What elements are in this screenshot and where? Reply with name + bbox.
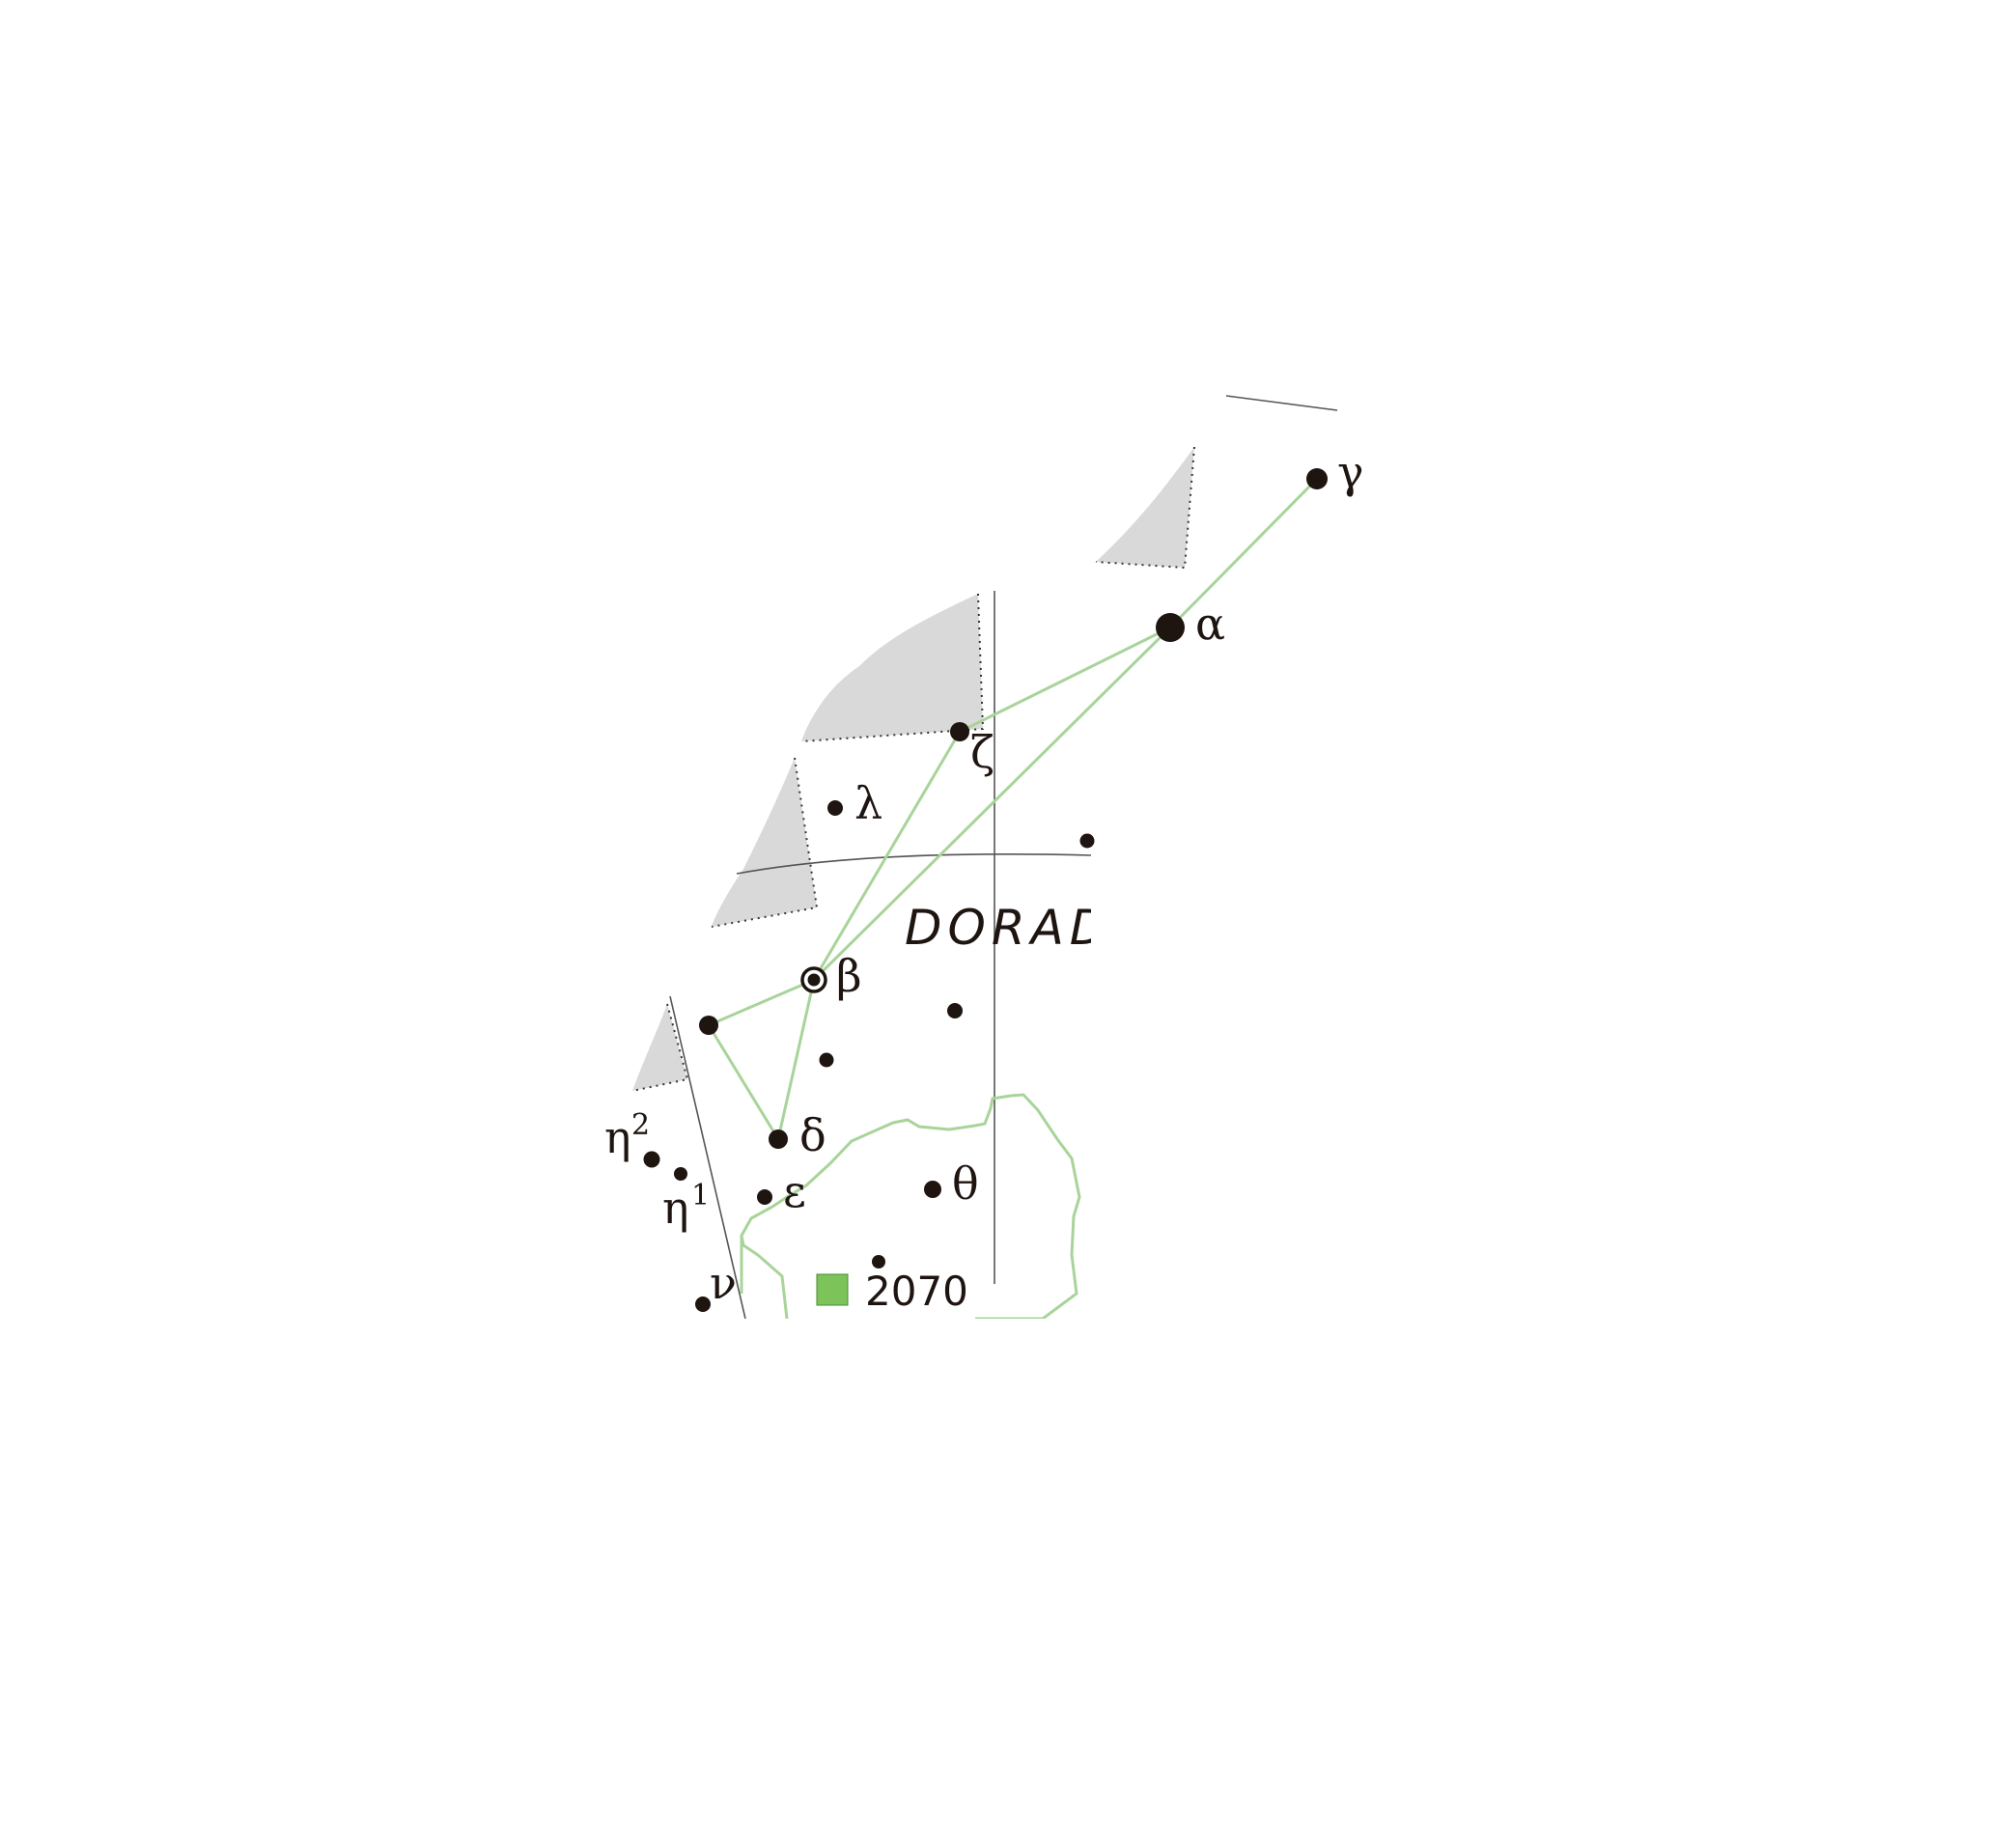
star-lambda [827, 800, 843, 816]
constellation-lines [707, 477, 1319, 1140]
label-nu: ν [710, 1257, 737, 1309]
label-eta1: η [662, 1182, 689, 1234]
star-unlabeled [1079, 833, 1095, 849]
milky-way-patches [632, 447, 1194, 1091]
star-gamma [1306, 468, 1328, 489]
stars [643, 468, 1328, 1312]
star-unlabeled [819, 1052, 834, 1068]
milky-way-patch [712, 758, 817, 927]
star-unlabeled [947, 1003, 963, 1018]
label-eta2: η [604, 1111, 631, 1163]
milky-way-patch [1096, 447, 1194, 568]
ngc-2070-label: 2070 [865, 1268, 968, 1315]
star-epsilon [757, 1189, 772, 1205]
star-alpha [1156, 613, 1185, 642]
lmc-outline-west [740, 1235, 789, 1319]
constellation-name: DORADO [905, 900, 1157, 956]
star-unlabeled [872, 1255, 885, 1268]
constellation-boundaries [669, 395, 1338, 1319]
star-beta-variable-icon [800, 966, 827, 993]
label-zeta: ζ [970, 726, 994, 778]
star-eta2 [643, 1151, 660, 1168]
label-eta2-index: 2 [631, 1108, 650, 1142]
star-unlabeled [699, 1016, 718, 1035]
label-beta: β [836, 950, 862, 1002]
label-eta1-index: 1 [691, 1179, 710, 1213]
boundary-line [669, 995, 746, 1319]
label-epsilon: ε [783, 1165, 806, 1217]
star-zeta [950, 722, 969, 741]
lmc-outline [740, 1093, 1081, 1319]
milky-way-patch [801, 594, 983, 741]
star-eta1 [674, 1167, 687, 1181]
milky-way-edges [631, 446, 1195, 1092]
star-theta [924, 1181, 941, 1198]
label-theta: θ [952, 1157, 979, 1210]
label-delta: δ [799, 1109, 826, 1161]
boundary-line [736, 853, 1092, 875]
boundary-line [1225, 395, 1338, 411]
label-alpha: α [1195, 598, 1225, 650]
star-delta [769, 1129, 788, 1149]
star-nu [695, 1296, 711, 1312]
nebula-square-icon [816, 1273, 849, 1306]
label-gamma: γ [1337, 446, 1364, 498]
milky-way-patch [632, 1004, 687, 1091]
label-lambda: λ [854, 777, 882, 829]
